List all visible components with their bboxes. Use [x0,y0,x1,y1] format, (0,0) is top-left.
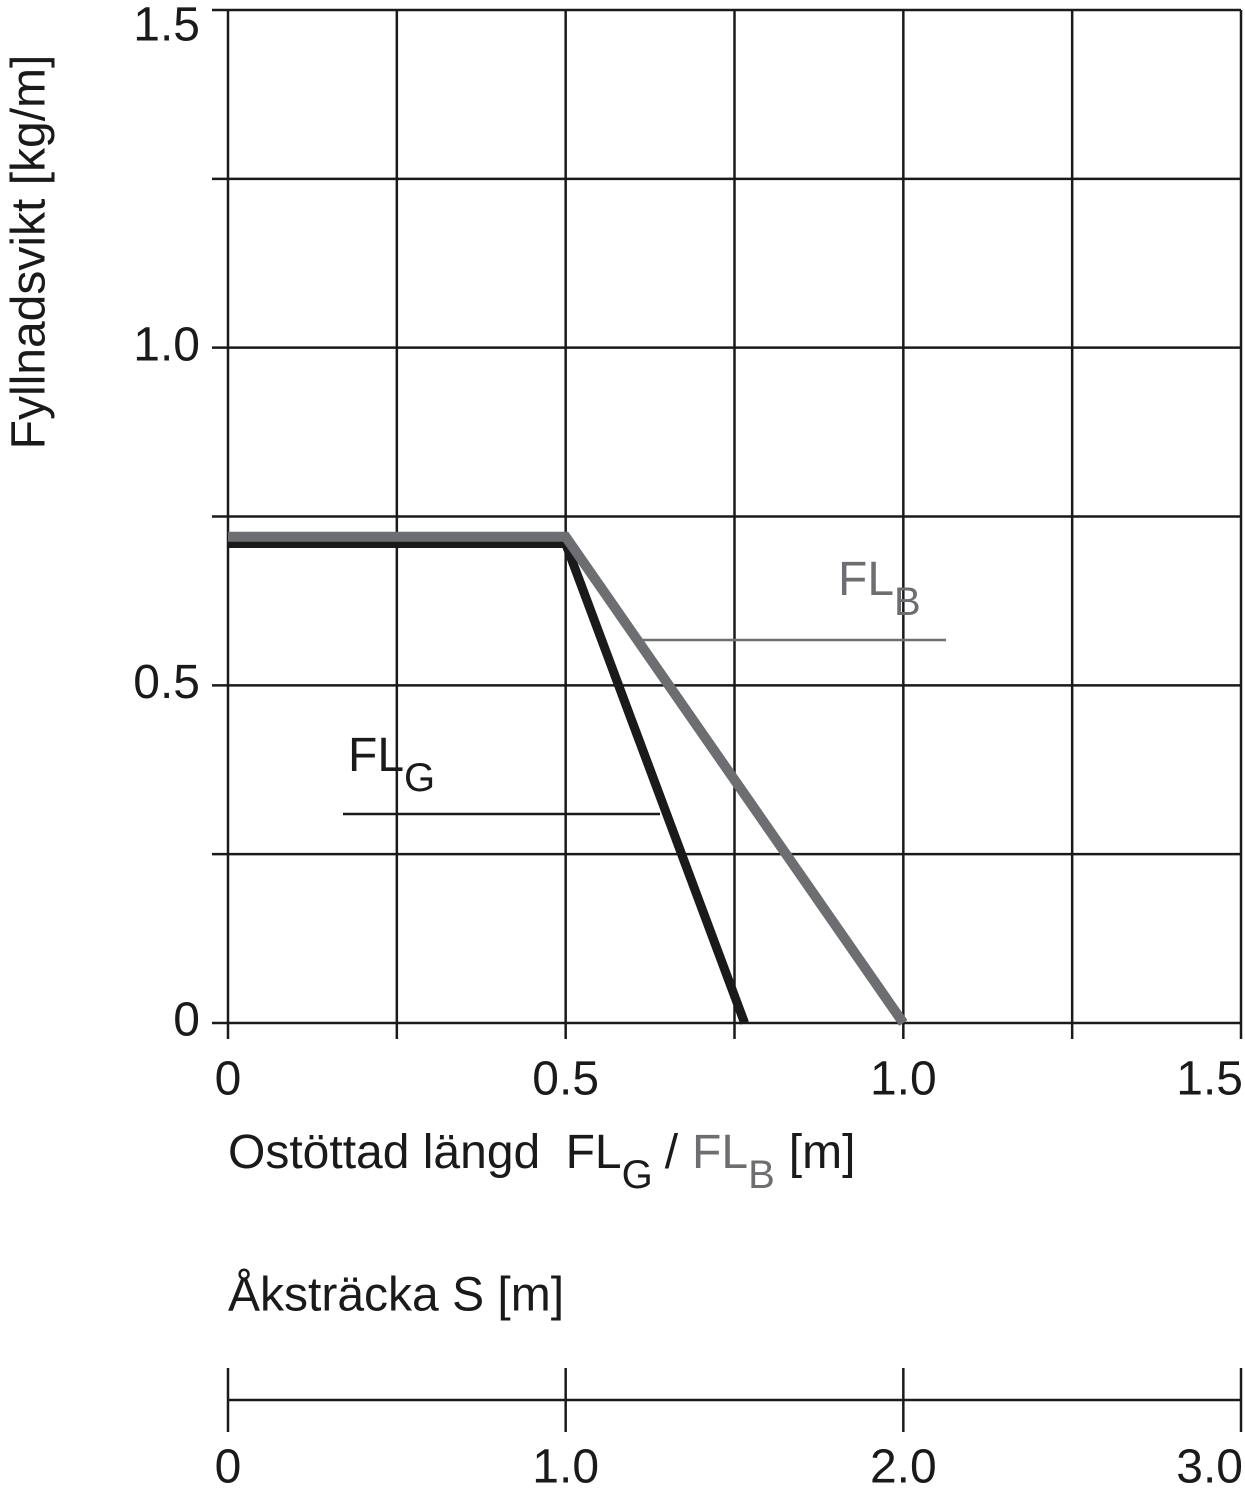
secondary-tick-label: 3.0 [1176,1441,1243,1494]
secondary-axis-label: Åksträcka S [m] [228,1269,564,1322]
series-line [228,531,908,1026]
x-label-space [552,1126,565,1179]
secondary-tick-label: 1.0 [532,1441,599,1494]
secondary-tick-label: 0 [215,1441,242,1494]
x-tick-label: 0.5 [532,1053,599,1106]
series-label: FLG [348,729,435,800]
x-axis-label: Ostöttad längd FLG / FLB [m] [228,1126,855,1197]
x-label-series: FL [566,1126,622,1179]
y-tick-label: 1.5 [133,0,200,52]
y-tick-label: 1.0 [133,318,200,371]
series-name: FL [348,729,404,782]
x-label-unit: [m] [789,1126,856,1179]
x-label-subscript: B [748,1153,775,1197]
series-line [228,539,749,1025]
series-name: FL [838,553,894,606]
x-tick-label: 0 [215,1053,242,1106]
y-axis-label: Fyllnadsvikt [kg/m] [3,55,56,450]
x-tick-label: 1.0 [870,1053,937,1106]
series-subscript: B [894,580,921,624]
secondary-tick-label: 2.0 [870,1441,937,1494]
y-tick-label: 0 [173,994,200,1047]
x-label-subscript: G [622,1153,653,1197]
x-label-series: FL [692,1126,748,1179]
x-tick-label: 1.5 [1176,1053,1243,1106]
y-tick-label: 0.5 [133,656,200,709]
series-subscript: G [404,756,435,800]
x-label-separator: / [665,1126,679,1179]
x-label-prefix: Ostöttad längd [228,1126,540,1179]
series-label: FLB [838,553,921,624]
